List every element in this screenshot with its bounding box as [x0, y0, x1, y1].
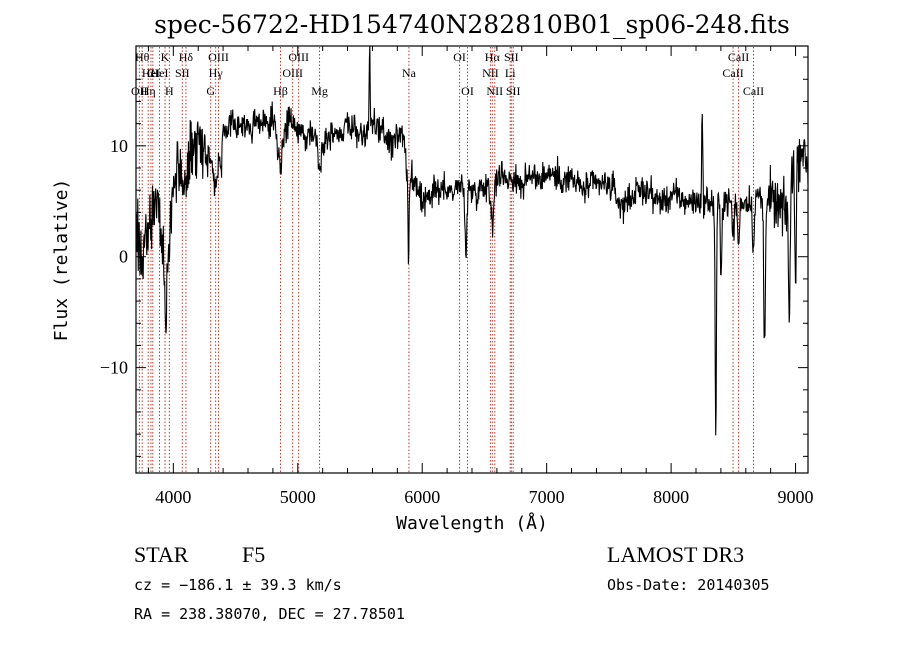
subclass: F5 [242, 542, 265, 567]
spectral-line-label: Hη [141, 84, 156, 98]
spectral-line-label: K [161, 50, 170, 64]
axis-ticks [136, 46, 808, 473]
x-axis-label: Wavelength (Å) [396, 512, 548, 534]
coordinates: RA = 238.38070, DEC = 27.78501 [134, 605, 405, 623]
x-tick-label: 9000 [778, 487, 814, 507]
spectral-line-label: Hα [485, 50, 501, 64]
spectral-line-label: Hθ [135, 50, 150, 64]
spectral-line-label: CaII [728, 50, 749, 64]
spectral-line-label: Na [402, 66, 417, 80]
spectral-line-label: OI [461, 84, 474, 98]
x-tick-label: 6000 [404, 487, 440, 507]
spectral-line-label: OIII [288, 50, 309, 64]
y-tick-label: 0 [119, 247, 128, 267]
y-axis-label: Flux (relative) [51, 179, 72, 342]
spectral-line-label: OI [453, 50, 466, 64]
spectral-line-label: SII [175, 66, 190, 80]
x-tick-label: 4000 [155, 487, 191, 507]
y-tick-label: −10 [100, 358, 128, 378]
spectral-line-label: OIII [282, 66, 303, 80]
spectral-line-markers [138, 47, 754, 472]
redshift-cz: cz = −186.1 ± 39.3 km/s [134, 576, 342, 594]
spectral-line-label: Hγ [209, 66, 224, 80]
spectral-line-label: CI [147, 66, 159, 80]
spectral-line-label: HeI [151, 66, 169, 80]
spectral-line-label: CaII [722, 66, 743, 80]
spectral-line-label: SII [506, 84, 521, 98]
axis-tick-labels: 4000 5000 6000 7000 8000 9000 −10 0 10 [100, 136, 814, 507]
observation-date: Obs-Date: 20140305 [607, 576, 770, 594]
spectral-line-label: OIII [208, 50, 229, 64]
chart-title: spec-56722-HD154740N282810B01_sp06-248.f… [154, 10, 790, 39]
y-tick-label: 10 [110, 136, 128, 156]
spectral-line-label: G [206, 84, 215, 98]
spectral-line-label: Li [505, 66, 516, 80]
spectral-line-labels: HθOIIHηHeICIHeIKHSIIHδGHγOIIIHβOIIIOIIIM… [131, 50, 764, 98]
object-class: STAR [134, 542, 189, 567]
spectral-line-label: Hβ [273, 84, 288, 98]
spectral-line-label: HeI [142, 66, 160, 80]
spectral-line-label: NII [482, 66, 499, 80]
spectral-line-label: SII [504, 50, 519, 64]
x-tick-label: 5000 [280, 487, 316, 507]
spectral-line-label: OII [131, 84, 148, 98]
spectral-line-label: CaII [743, 84, 764, 98]
spectral-line-label: NII [486, 84, 503, 98]
survey-name: LAMOST DR3 [607, 542, 744, 567]
spectrum-series-line [135, 45, 809, 436]
spectral-line-label: H [165, 84, 174, 98]
x-tick-label: 7000 [529, 487, 565, 507]
spectral-line-label: Mg [311, 84, 328, 98]
plot-frame [135, 45, 809, 474]
spectral-line-label: Hδ [179, 50, 194, 64]
x-tick-label: 8000 [653, 487, 689, 507]
